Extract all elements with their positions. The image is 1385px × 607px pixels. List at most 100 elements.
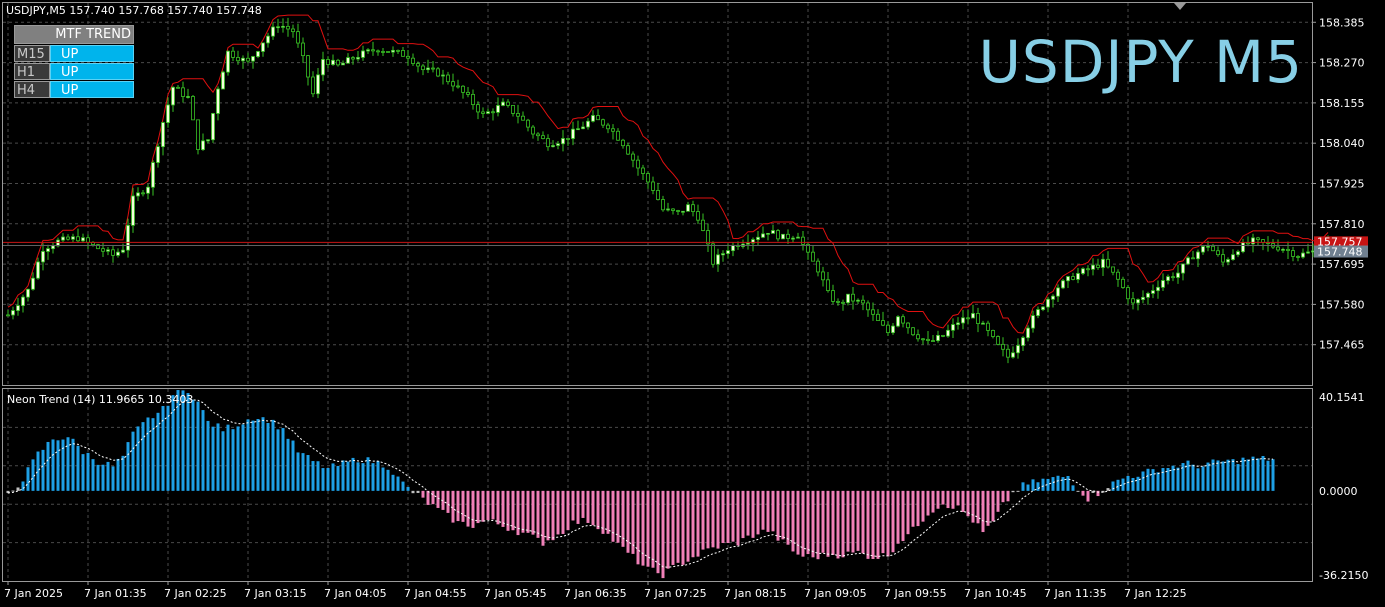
candle-body (1056, 287, 1060, 297)
histogram-bar (11, 490, 15, 492)
candle-body (1091, 264, 1095, 270)
candle-body (106, 249, 110, 252)
histogram-bar (221, 431, 225, 491)
candle-body (761, 233, 765, 238)
histogram-bar (151, 418, 155, 491)
candle-body (1196, 251, 1200, 260)
time-axis[interactable]: 7 Jan 2025 7 Jan 01:35 7 Jan 02:25 7 Jan 03… (4, 581, 1187, 600)
histogram-bar (406, 486, 410, 491)
candle-body (626, 145, 630, 155)
histogram-bar (471, 490, 475, 528)
candle-body (76, 236, 80, 242)
candle-body (1036, 309, 1040, 317)
histogram-bar (356, 462, 360, 491)
candle-body (641, 167, 645, 174)
candle-body (31, 277, 35, 290)
candle-body (1256, 237, 1260, 240)
candle-body (331, 59, 335, 65)
histogram-bar (316, 461, 320, 491)
candle-body (1191, 257, 1195, 260)
time-tick-label: 7 Jan 07:25 (644, 587, 707, 600)
candle-body (201, 140, 205, 151)
candle-body (1031, 315, 1035, 329)
histogram-bar (386, 469, 390, 491)
histogram-bar (1091, 490, 1095, 493)
candle-body (601, 119, 605, 126)
candle-body (461, 85, 465, 93)
candle-body (1111, 266, 1115, 273)
candle-body (801, 236, 805, 245)
histogram-bar (1141, 471, 1145, 491)
histogram-bar (836, 490, 840, 559)
price-axis[interactable]: 158.385 158.270 158.155 158.040 157.925 157.8… (1312, 16, 1365, 352)
candle-body (256, 51, 260, 57)
histogram-bar (261, 417, 265, 491)
histogram-bar (1201, 466, 1205, 491)
candle-body (321, 59, 325, 76)
candle-body (1061, 280, 1065, 289)
candle-body (1106, 258, 1110, 268)
histogram-bar (691, 490, 695, 558)
histogram-bar (1026, 484, 1030, 491)
oscillator-tick-label: -36.2150 (1319, 569, 1368, 582)
candle-body (1181, 263, 1185, 274)
candle-body (516, 113, 520, 117)
candle-body (351, 57, 355, 60)
scroll-marker-icon[interactable] (1174, 3, 1186, 10)
candle-body (816, 260, 820, 273)
histogram-bar (1271, 459, 1275, 491)
mtf-timeframe: M15 (14, 45, 50, 62)
histogram-bar (236, 426, 240, 491)
candle-body (56, 239, 60, 247)
candle-body (61, 236, 65, 241)
candle-body (401, 50, 405, 57)
histogram-bar (526, 490, 530, 533)
histogram-bar (1146, 468, 1150, 491)
histogram-bar (686, 490, 690, 562)
histogram-bar (306, 455, 310, 491)
candle-body (951, 324, 955, 331)
histogram-bar (666, 490, 670, 569)
histogram-bar (581, 490, 585, 518)
candle-body (116, 251, 120, 256)
candle-body (1201, 246, 1205, 253)
candle-body (1141, 296, 1145, 300)
oscillator-axis: 40.1541 0.0000 -36.2150 (1319, 391, 1368, 582)
candle-body (591, 115, 595, 122)
histogram-bar (1226, 459, 1230, 491)
candle-body (1086, 268, 1090, 271)
candle-body (781, 233, 785, 240)
histogram-bar (806, 490, 810, 555)
histogram-bar (216, 423, 220, 491)
candle-body (21, 296, 25, 306)
histogram-bar (1021, 482, 1025, 491)
histogram-bar (381, 467, 385, 491)
histogram-bar (736, 490, 740, 546)
candle-body (936, 334, 940, 341)
candle-body (421, 65, 425, 71)
candle-body (1246, 242, 1250, 245)
histogram-bar (551, 490, 555, 541)
bid-price-label-bg (1314, 236, 1368, 248)
histogram-bar (601, 490, 605, 534)
candle-body (706, 230, 710, 245)
histogram-bar (51, 439, 55, 491)
current-price-label: 157.748 (1317, 246, 1363, 259)
price-tick-label: 157.465 (1319, 339, 1365, 352)
candle-body (661, 199, 665, 211)
candle-body (891, 325, 895, 334)
histogram-bar (826, 490, 830, 557)
price-tick-label: 157.810 (1319, 218, 1365, 231)
histogram-bar (811, 490, 815, 558)
histogram-bar (121, 455, 125, 491)
candle-body (711, 243, 715, 265)
histogram-bar (206, 420, 210, 491)
candle-body (291, 28, 295, 33)
candle-body (616, 130, 620, 141)
time-tick-label: 7 Jan 09:05 (804, 587, 867, 600)
candle-body (486, 111, 490, 114)
histogram-bar (241, 424, 245, 491)
price-tick-label: 158.270 (1319, 57, 1365, 70)
histogram-bar (976, 490, 980, 524)
